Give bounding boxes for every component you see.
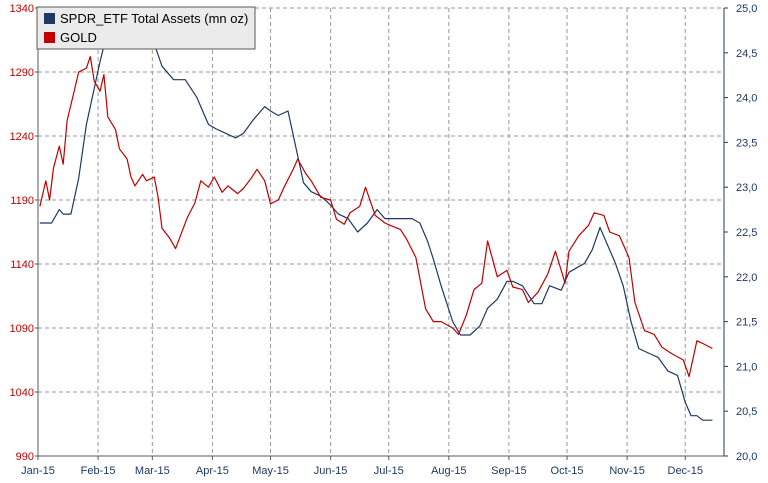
legend-swatch-gold: [44, 32, 55, 43]
y-left-tick-label: 1190: [10, 195, 34, 207]
y-right-tick-label: 25,0: [736, 3, 757, 15]
y-right-tick-label: 24,5: [736, 48, 757, 60]
y-right-tick-label: 21,5: [736, 317, 757, 329]
legend: SPDR_ETF Total Assets (mn oz) GOLD: [36, 6, 256, 50]
gridlines: [38, 7, 724, 456]
y-right-tick-label: 22,0: [736, 272, 757, 284]
x-tick-label: Oct-15: [551, 465, 584, 477]
x-tick-label: Jan-15: [21, 465, 55, 477]
legend-label-gold: GOLD: [60, 30, 97, 45]
y-right-tick-label: 23,5: [736, 137, 757, 149]
y-left-tick-label: 1090: [10, 323, 34, 335]
x-tick-label: Feb-15: [81, 465, 116, 477]
legend-swatch-spdr: [44, 13, 55, 24]
y-right-tick-label: 20,5: [736, 406, 757, 418]
y-axis-left-ticks: 990 1040 1090 1140 1190 1240 1290 1340: [10, 3, 38, 463]
x-tick-label: Aug-15: [431, 465, 466, 477]
y-left-tick-label: 1340: [10, 3, 34, 15]
y-left-tick-label: 1240: [10, 131, 34, 143]
y-left-tick-label: 1140: [10, 259, 34, 271]
y-right-tick-label: 20,0: [736, 451, 757, 463]
x-tick-label: May-15: [252, 465, 289, 477]
y-left-tick-label: 1290: [10, 67, 34, 79]
y-left-tick-label: 990: [16, 451, 34, 463]
x-tick-label: Apr-15: [196, 465, 229, 477]
x-tick-label: Dec-15: [668, 465, 703, 477]
x-tick-label: Jun-15: [314, 465, 348, 477]
y-right-tick-label: 22,5: [736, 227, 757, 239]
y-right-tick-label: 23,0: [736, 182, 757, 194]
y-right-tick-label: 21,0: [736, 361, 757, 373]
y-left-tick-label: 1040: [10, 387, 34, 399]
legend-box: [36, 6, 256, 50]
x-tick-label: Mar-15: [135, 465, 170, 477]
series-line-gold: [39, 55, 713, 378]
y-axis-right-ticks: 20,0 20,5 21,0 21,5 22,0 22,5 23,0 23,5 24,0 24,5…: [724, 3, 757, 463]
y-right-tick-label: 24,0: [736, 93, 757, 105]
x-axis-ticks: Jan-15 Feb-15 Mar-15 Apr-15 May-15 Jun-15 Jul-…: [21, 456, 703, 477]
x-tick-label: Sep-15: [491, 465, 526, 477]
legend-label-spdr: SPDR_ETF Total Assets (mn oz): [60, 11, 248, 26]
x-tick-label: Jul-15: [374, 465, 404, 477]
x-tick-label: Nov-15: [609, 465, 644, 477]
